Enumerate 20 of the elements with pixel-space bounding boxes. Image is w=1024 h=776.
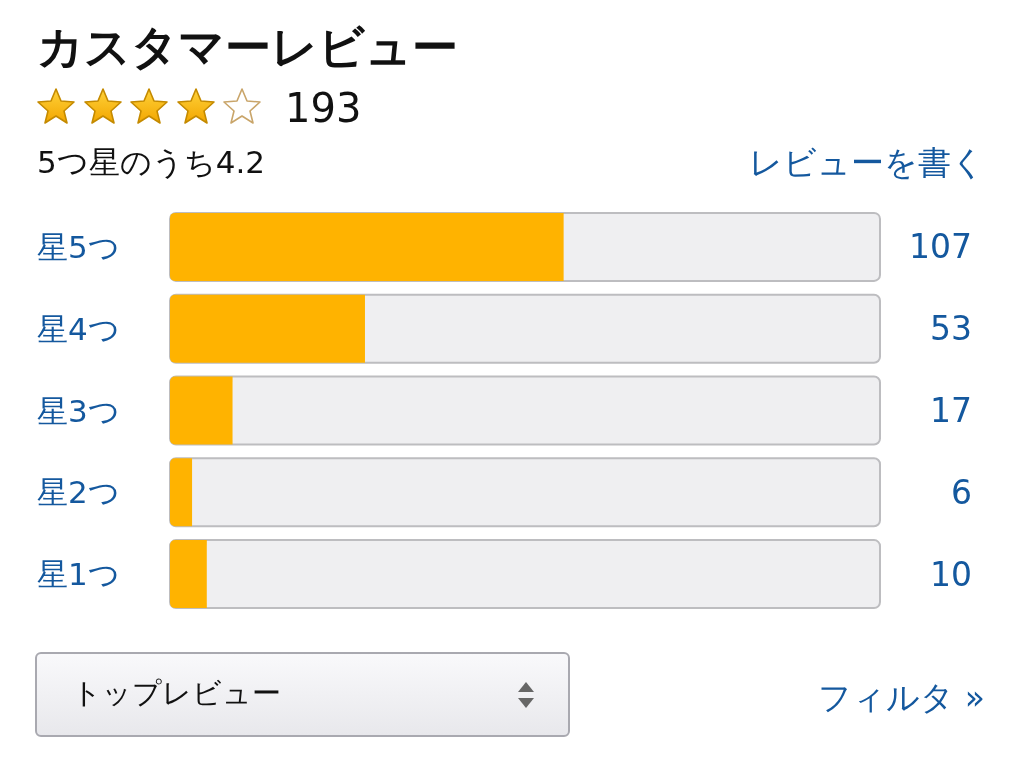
bar xyxy=(170,376,233,445)
data-label: 107 xyxy=(909,227,972,267)
y-tick-label: 星5つ xyxy=(37,228,120,265)
bar xyxy=(170,294,365,363)
text: 5つ星のうち4.2 xyxy=(37,144,266,180)
y-tick-label: 星3つ xyxy=(37,392,120,429)
data-label: 6 xyxy=(951,472,972,512)
data-label: 10 xyxy=(930,554,972,594)
dropdown: トップレビュー xyxy=(35,652,570,737)
chart-title: カスタマーレビュー xyxy=(37,20,458,74)
y-tick-label: 星1つ xyxy=(37,556,120,593)
data-label: 17 xyxy=(930,391,972,430)
text: 193 xyxy=(285,85,362,131)
text: フィルタ » xyxy=(818,678,985,717)
y-tick-label: 星2つ xyxy=(37,474,120,511)
bar xyxy=(170,458,193,527)
data-label: 53 xyxy=(930,309,972,349)
text: レビューを書く xyxy=(749,143,985,182)
y-tick-label: 星4つ xyxy=(37,310,120,347)
bar xyxy=(170,540,207,609)
